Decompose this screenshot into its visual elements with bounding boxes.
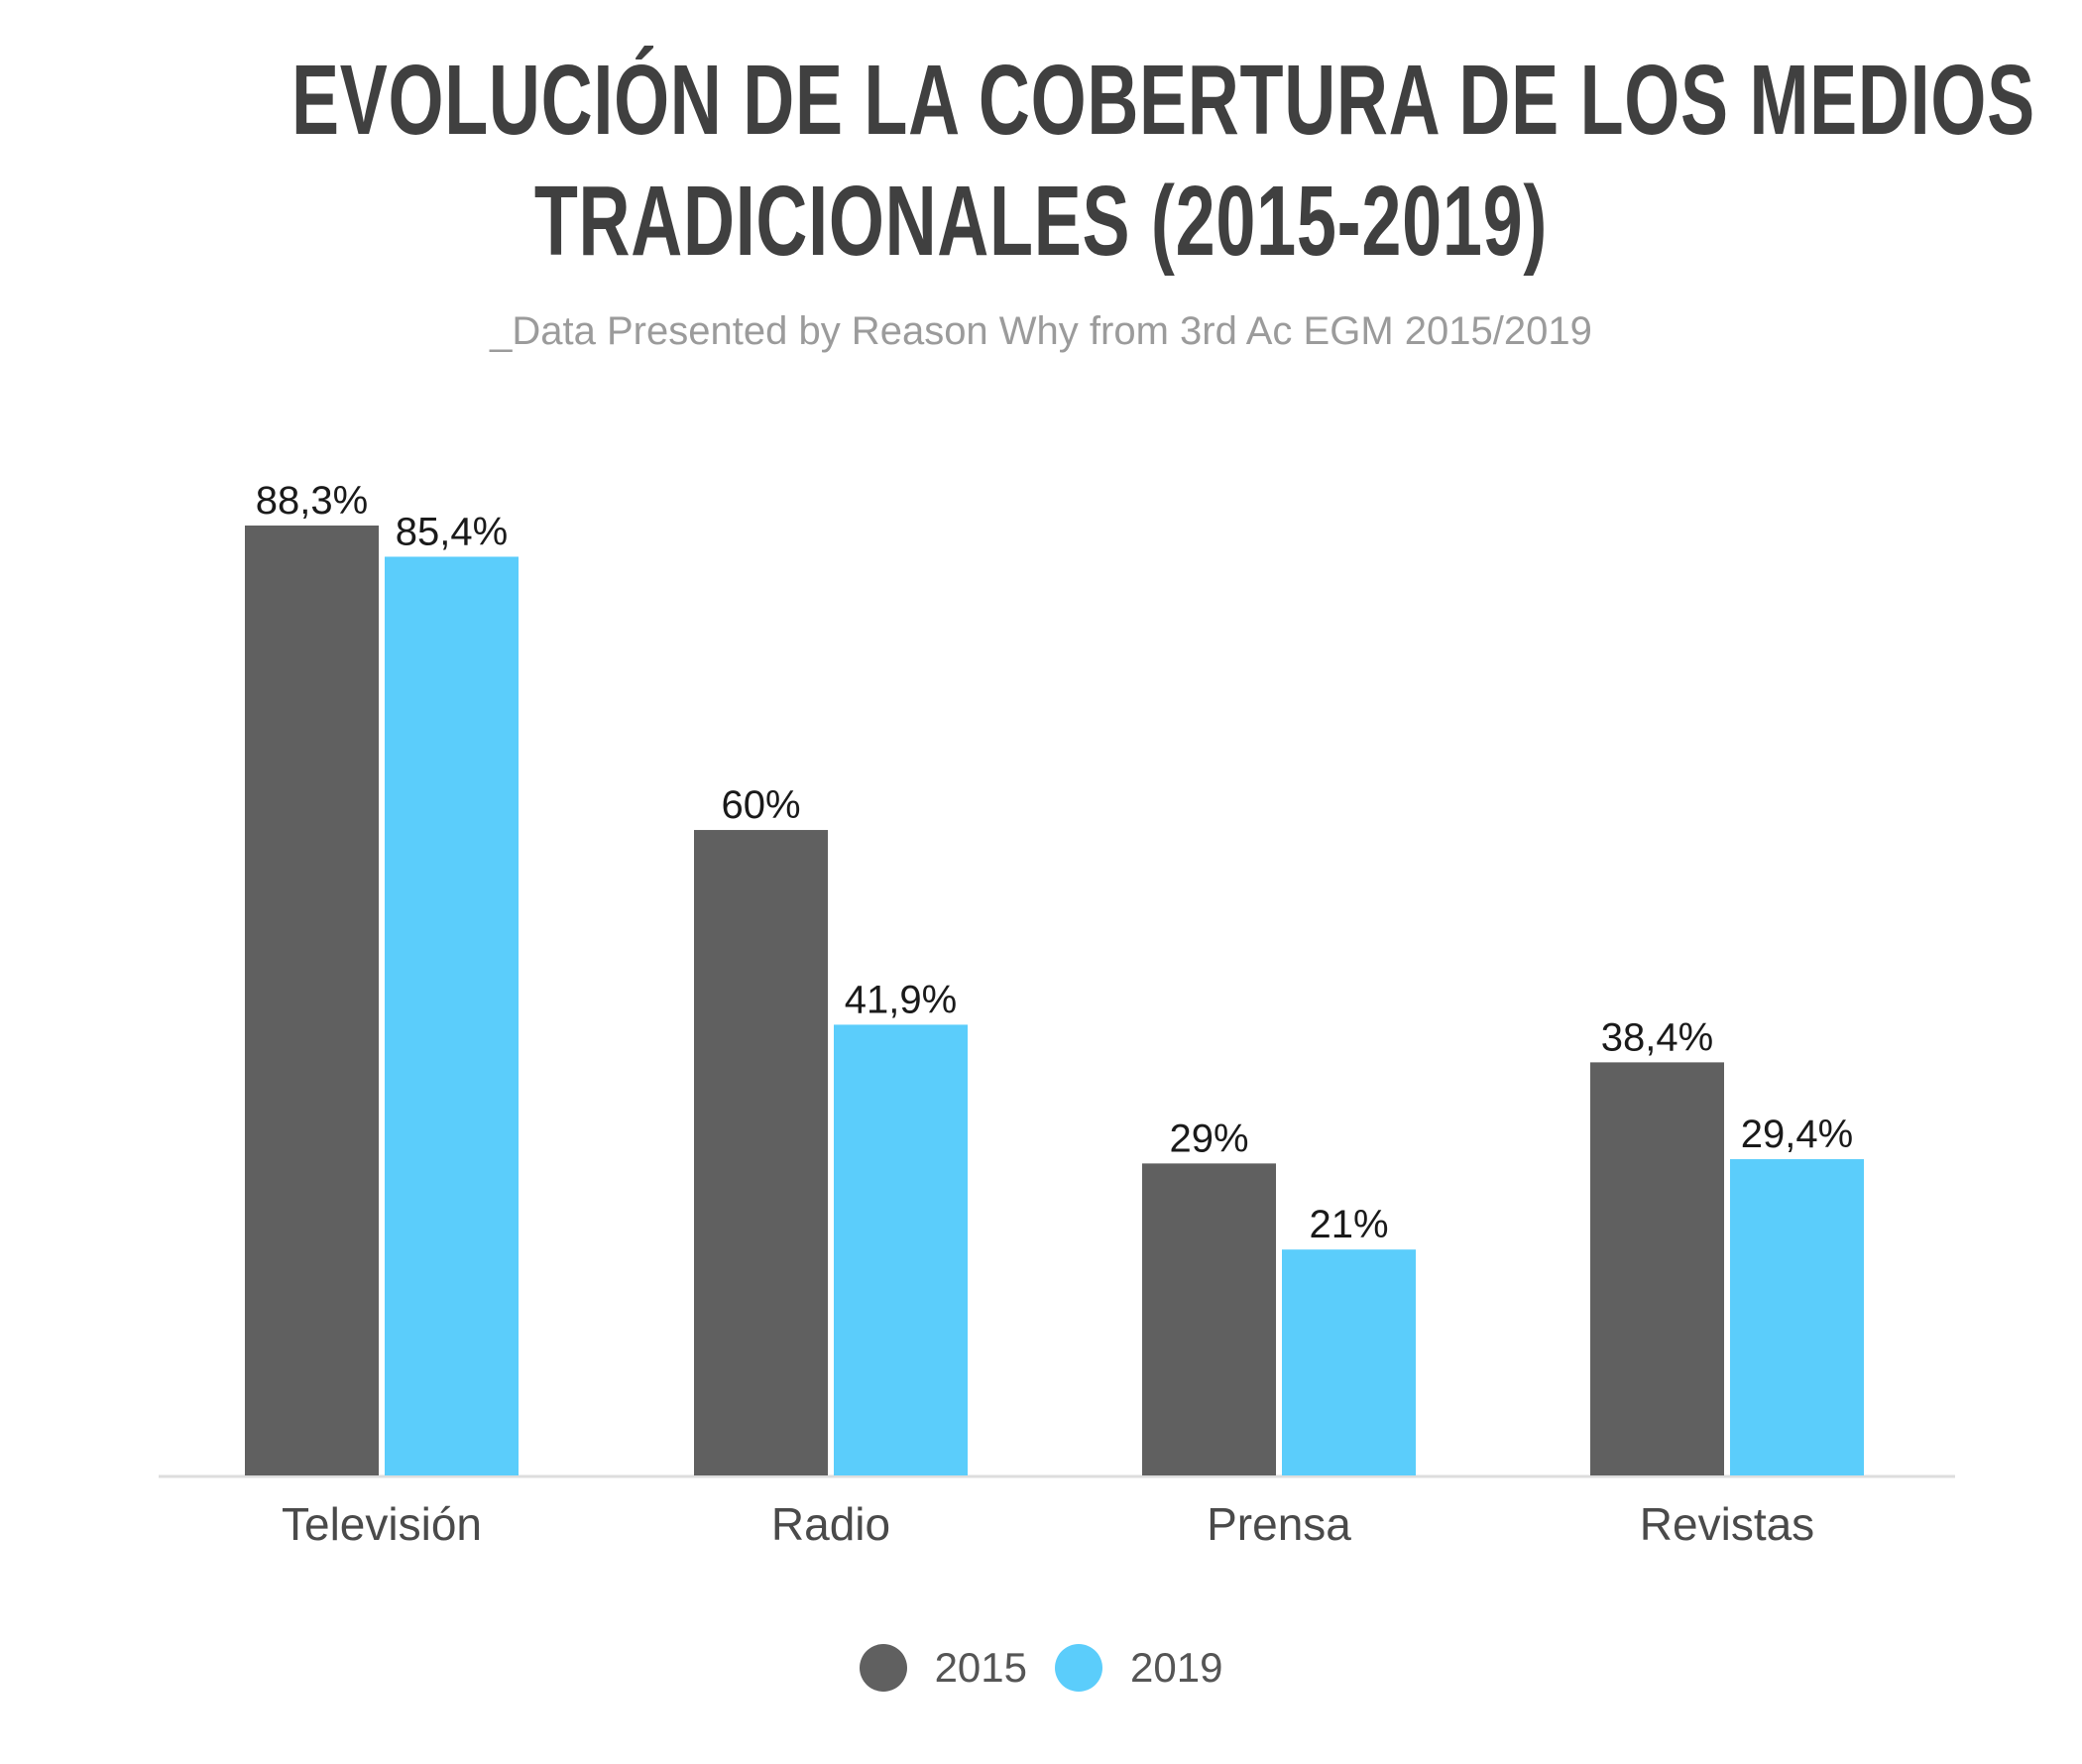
bar-2019-2 [1282,1249,1416,1475]
legend-item-2019: 2019 [1055,1644,1222,1692]
bar-2015-0 [245,526,379,1475]
data-label-2019-1: 41,9% [845,978,957,1021]
chart-title-line-2: TRADICIONALES (2015-2019) [533,166,1549,277]
chart-title-line-1: EVOLUCIÓN DE LA COBERTURA DE LOS MEDIOS [291,45,2035,156]
chart-subtitle: _Data Presented by Reason Why from 3rd A… [490,309,1592,353]
bar-2015-2 [1142,1163,1276,1475]
legend-label-2015: 2015 [934,1644,1027,1691]
x-tick-label-0: Televisión [282,1498,482,1550]
x-tick-label-3: Revistas [1640,1498,1814,1550]
legend: 2015 2019 [0,1644,2082,1692]
data-label-2015-1: 60% [721,783,800,827]
legend-item-2015: 2015 [859,1644,1027,1692]
data-label-2015-2: 29% [1169,1117,1248,1160]
bar-2019-0 [385,556,519,1475]
data-label-2019-2: 21% [1309,1203,1388,1246]
x-tick-label-2: Prensa [1207,1498,1351,1550]
data-label-2019-0: 85,4% [396,510,508,553]
legend-swatch-2019 [1055,1644,1102,1692]
bar-2015-1 [694,830,828,1475]
bar-2019-3 [1730,1159,1864,1475]
legend-swatch-2015 [859,1644,907,1692]
bar-2019-1 [834,1024,968,1475]
data-label-2015-3: 38,4% [1601,1015,1713,1059]
data-label-2019-3: 29,4% [1741,1113,1853,1156]
data-label-2015-0: 88,3% [256,479,368,523]
chart-title: EVOLUCIÓN DE LA COBERTURA DE LOS MEDIOS … [291,40,2035,282]
bar-2015-3 [1590,1062,1724,1475]
legend-label-2019: 2019 [1130,1644,1223,1691]
x-tick-label-1: Radio [771,1498,890,1550]
